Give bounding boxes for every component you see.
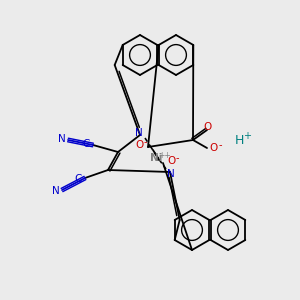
Text: N: N: [135, 128, 143, 138]
Text: -: -: [218, 140, 222, 150]
Text: N: N: [52, 186, 60, 196]
Text: Ni: Ni: [150, 153, 162, 163]
Text: -: -: [143, 137, 147, 147]
Text: O: O: [203, 122, 211, 132]
Text: +: +: [243, 131, 251, 141]
Text: N: N: [167, 169, 175, 179]
Text: O: O: [210, 143, 218, 153]
Text: N: N: [58, 134, 66, 144]
Text: ++: ++: [159, 151, 171, 160]
Text: -: -: [175, 153, 179, 163]
Text: H: H: [234, 134, 244, 146]
Text: C: C: [82, 139, 90, 149]
Text: O: O: [167, 156, 175, 166]
Text: C: C: [75, 174, 82, 184]
Text: O: O: [135, 140, 143, 150]
